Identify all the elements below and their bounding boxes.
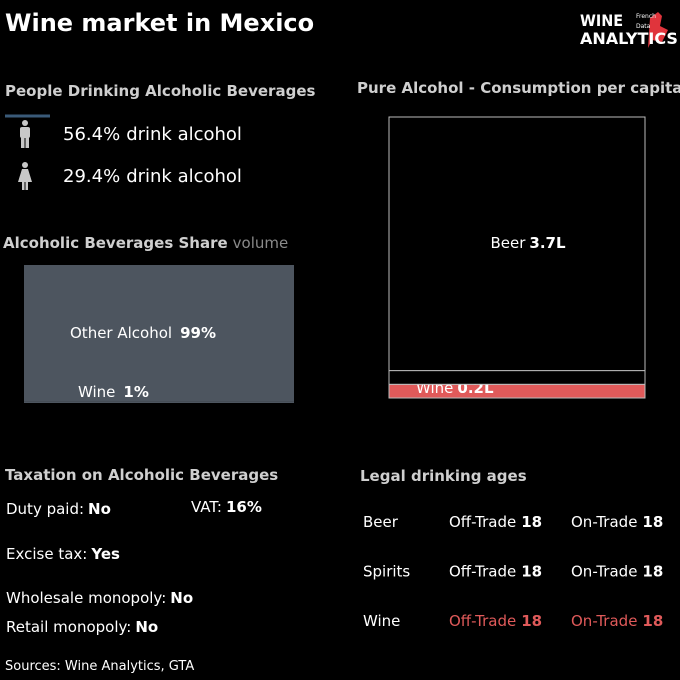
text-part: 18 (521, 513, 542, 531)
text-part: Spirits (363, 562, 410, 580)
data-label: Wine 1% (78, 383, 149, 401)
tax-item: Duty paid: No (6, 500, 111, 518)
person-icon (20, 120, 30, 148)
text-part: Excise tax: (6, 545, 87, 563)
text-part: Other Alcohol (70, 324, 172, 342)
logo-line: WINE (580, 11, 623, 30)
person-icon (18, 162, 32, 190)
age-value: Off-Trade 18 (449, 612, 542, 630)
section-title: People Drinking Alcoholic Beverages (5, 82, 315, 100)
text-part: Wine market in Mexico (5, 9, 314, 37)
text-part: Off-Trade (449, 513, 516, 531)
text-part: 1% (123, 383, 148, 401)
text-part: On-Trade (571, 612, 637, 630)
text-part: 18 (521, 612, 542, 630)
age-value: Off-Trade 18 (449, 513, 542, 531)
text-part: No (170, 589, 193, 607)
text-part: No (135, 618, 158, 636)
text-part: Duty paid: (6, 500, 84, 518)
data-label: Other Alcohol 99% (70, 324, 216, 342)
text-part: 18 (642, 562, 663, 580)
text-part: volume (233, 234, 289, 252)
text-part: Yes (90, 545, 120, 563)
logo-line: ANALYTICS (580, 29, 678, 48)
text-part: WINE (580, 11, 623, 30)
text-part: Alcoholic Beverages Share (3, 234, 228, 252)
text-part: 18 (642, 612, 663, 630)
text-part: Data (636, 23, 651, 30)
logo-note: Data (636, 23, 651, 30)
text-part: drink alcohol (126, 166, 242, 187)
drinking-row: 56.4% drink alcohol (63, 124, 242, 145)
icon-leg (25, 181, 28, 190)
text-part: Wine (363, 612, 400, 630)
text-part: 3.7L (529, 234, 566, 252)
age-label: Wine (363, 612, 400, 630)
text-part: 29.4% (63, 166, 120, 187)
age-value: On-Trade 18 (571, 513, 663, 531)
stack-segment (388, 370, 646, 385)
text-part: Retail monopoly: (6, 618, 131, 636)
text-part: No (88, 500, 111, 518)
share-block (24, 265, 294, 402)
section-title: Legal drinking ages (360, 467, 527, 485)
text-part: French (636, 13, 656, 20)
tax-item: Excise tax: Yes (6, 545, 120, 563)
chart-title: Pure Alcohol - Consumption per capita (357, 79, 680, 97)
age-label: Spirits (363, 562, 410, 580)
text-part: Taxation on Alcoholic Beverages (5, 466, 278, 484)
text-part: 56.4% (63, 124, 120, 145)
text-part: On-Trade (571, 513, 637, 531)
icon-head (22, 162, 28, 168)
icon-body (18, 169, 32, 182)
tax-item: VAT: 16% (191, 498, 262, 516)
age-value: On-Trade 18 (571, 562, 663, 580)
text-part: Off-Trade (449, 612, 516, 630)
text-part: Wine (78, 383, 115, 401)
text-part: Legal drinking ages (360, 467, 527, 485)
text-part: drink alcohol (126, 124, 242, 145)
age-value: On-Trade 18 (571, 612, 663, 630)
age-label: Beer (363, 513, 399, 531)
text-part: 16% (226, 498, 262, 516)
text-part: VAT: (191, 498, 222, 516)
text-part: On-Trade (571, 562, 637, 580)
section-title: Taxation on Alcoholic Beverages (5, 466, 278, 484)
text-part: Wholesale monopoly: (6, 589, 166, 607)
tax-item: Retail monopoly: No (6, 618, 158, 636)
icon-leg (22, 181, 25, 190)
share-block (24, 401, 294, 403)
data-label: Beer 3.7L (490, 234, 565, 252)
text-part: Beer (490, 234, 526, 252)
text-part: 18 (642, 513, 663, 531)
icon-head (22, 120, 28, 126)
text-part: Sources: Wine Analytics, GTA (5, 659, 194, 674)
stack-segment (388, 116, 646, 372)
drinking-row: 29.4% drink alcohol (63, 166, 242, 187)
age-value: Off-Trade 18 (449, 562, 542, 580)
text-part: 99% (180, 324, 216, 342)
text-part: Pure Alcohol - Consumption per capita (357, 79, 680, 97)
icon-leg (21, 137, 25, 148)
text-part: 18 (521, 562, 542, 580)
page-title: Wine market in Mexico (5, 9, 314, 37)
text-part: ANALYTICS (580, 29, 678, 48)
chart-title: Alcoholic Beverages Share volume (3, 234, 288, 252)
icon-leg (25, 137, 29, 148)
icon-body (20, 127, 30, 138)
sources: Sources: Wine Analytics, GTA (5, 659, 194, 674)
logo-note: French (636, 13, 656, 20)
text-part: Beer (363, 513, 399, 531)
text-part: Off-Trade (449, 562, 516, 580)
tax-item: Wholesale monopoly: No (6, 589, 193, 607)
logo-icon (648, 12, 668, 48)
text-part: People Drinking Alcoholic Beverages (5, 82, 315, 100)
